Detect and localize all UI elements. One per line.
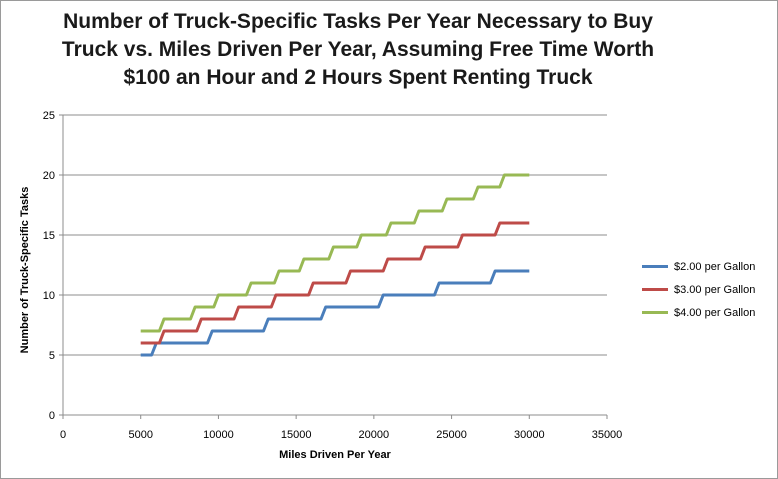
legend-label-3-dollar: $3.00 per Gallon xyxy=(674,283,756,296)
label-layer: 0 5 10 15 20 25 0 5000 10000 15000 20000 25000 30000… xyxy=(43,110,623,441)
chart-title-line-2: Truck vs. Miles Driven Per Year, Assumin… xyxy=(61,38,655,61)
x-tick-label: 30000 xyxy=(514,429,545,441)
chart-title-line-1: Number of Truck-Specific Tasks Per Year … xyxy=(63,10,653,33)
grid-layer xyxy=(63,114,607,356)
axis-layer xyxy=(59,114,608,419)
x-tick-label: 35000 xyxy=(592,429,623,441)
y-tick-label: 10 xyxy=(43,290,55,302)
series-layer xyxy=(140,173,530,357)
x-tick-label: 5000 xyxy=(128,429,152,441)
legend-item-4-dollar: $4.00 per Gallon xyxy=(642,301,772,324)
y-tick-label: 25 xyxy=(43,110,55,122)
series-line-2 xyxy=(140,173,530,333)
y-axis-title: Number of Truck-Specific Tasks xyxy=(19,187,31,354)
x-axis-title: Miles Driven Per Year xyxy=(279,449,391,461)
series-line-0 xyxy=(140,269,530,357)
legend-swatch-4-dollar xyxy=(642,311,668,314)
chart-title-line-3: $100 an Hour and 2 Hours Spent Renting T… xyxy=(123,66,593,89)
y-tick-label: 20 xyxy=(43,170,55,182)
y-tick-label: 0 xyxy=(49,410,55,422)
y-tick-label: 15 xyxy=(43,230,55,242)
legend-swatch-2-dollar xyxy=(642,265,668,268)
legend-item-3-dollar: $3.00 per Gallon xyxy=(642,278,772,301)
series-line-1 xyxy=(140,221,530,345)
legend-swatch-3-dollar xyxy=(642,288,668,291)
legend-item-2-dollar: $2.00 per Gallon xyxy=(642,255,772,278)
y-tick-label: 5 xyxy=(49,350,55,362)
legend-label-2-dollar: $2.00 per Gallon xyxy=(674,260,756,273)
x-tick-label: 15000 xyxy=(281,429,312,441)
x-tick-label: 0 xyxy=(60,429,66,441)
x-tick-label: 10000 xyxy=(203,429,234,441)
chart-title: Number of Truck-Specific Tasks Per Year … xyxy=(40,8,676,92)
x-tick-label: 20000 xyxy=(359,429,390,441)
legend: $2.00 per Gallon $3.00 per Gallon $4.00 … xyxy=(642,255,772,324)
x-tick-label: 25000 xyxy=(436,429,467,441)
legend-label-4-dollar: $4.00 per Gallon xyxy=(674,306,756,319)
